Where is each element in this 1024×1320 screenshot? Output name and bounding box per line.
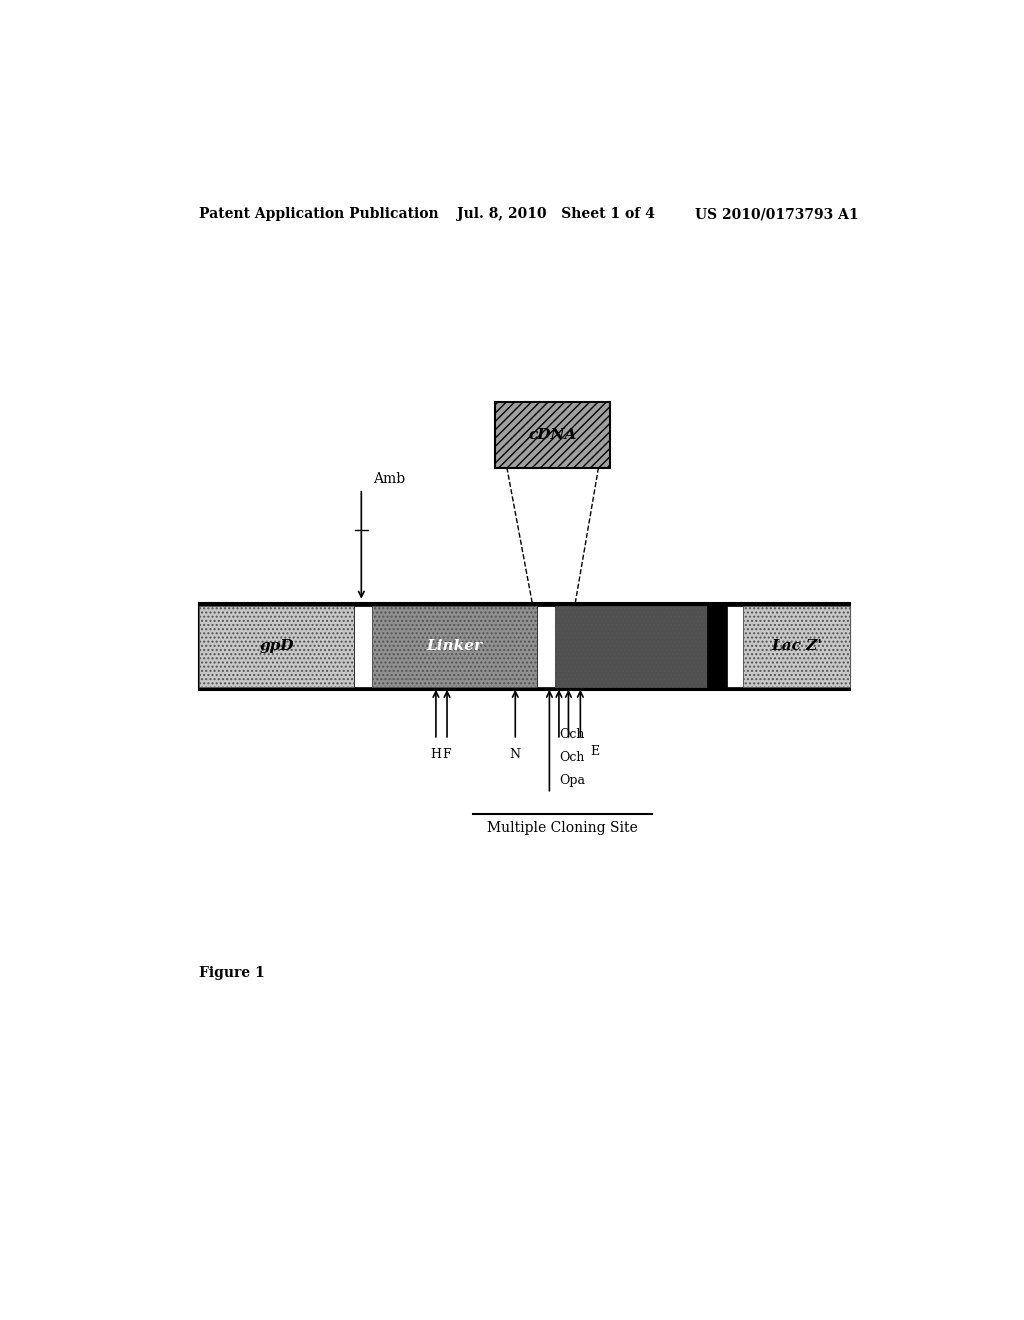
Text: Och: Och (559, 751, 585, 764)
Text: H: H (430, 748, 441, 760)
Text: N: N (510, 748, 521, 760)
Bar (354, 606, 373, 686)
Text: Linker: Linker (427, 639, 482, 653)
Text: Multiple Cloning Site: Multiple Cloning Site (487, 821, 638, 836)
Text: Och: Och (559, 727, 585, 741)
Text: Opa: Opa (559, 775, 585, 787)
Bar (200, 602, 850, 690)
Bar (727, 606, 743, 686)
Bar (373, 606, 537, 686)
Text: US 2010/0173793 A1: US 2010/0173793 A1 (695, 207, 859, 222)
Bar (743, 606, 850, 686)
Bar (495, 403, 609, 469)
Text: Figure 1: Figure 1 (200, 966, 265, 981)
Text: gpD: gpD (259, 639, 294, 653)
Bar (537, 606, 555, 686)
Bar (555, 606, 708, 686)
Bar (200, 606, 354, 686)
Text: E: E (590, 744, 599, 758)
Text: Lac Z': Lac Z' (771, 639, 822, 653)
Text: Jul. 8, 2010   Sheet 1 of 4: Jul. 8, 2010 Sheet 1 of 4 (458, 207, 655, 222)
Text: F: F (442, 748, 452, 760)
Bar (708, 606, 727, 686)
Text: cDNA: cDNA (528, 429, 577, 442)
Text: Amb: Amb (373, 471, 406, 486)
Text: Patent Application Publication: Patent Application Publication (200, 207, 439, 222)
